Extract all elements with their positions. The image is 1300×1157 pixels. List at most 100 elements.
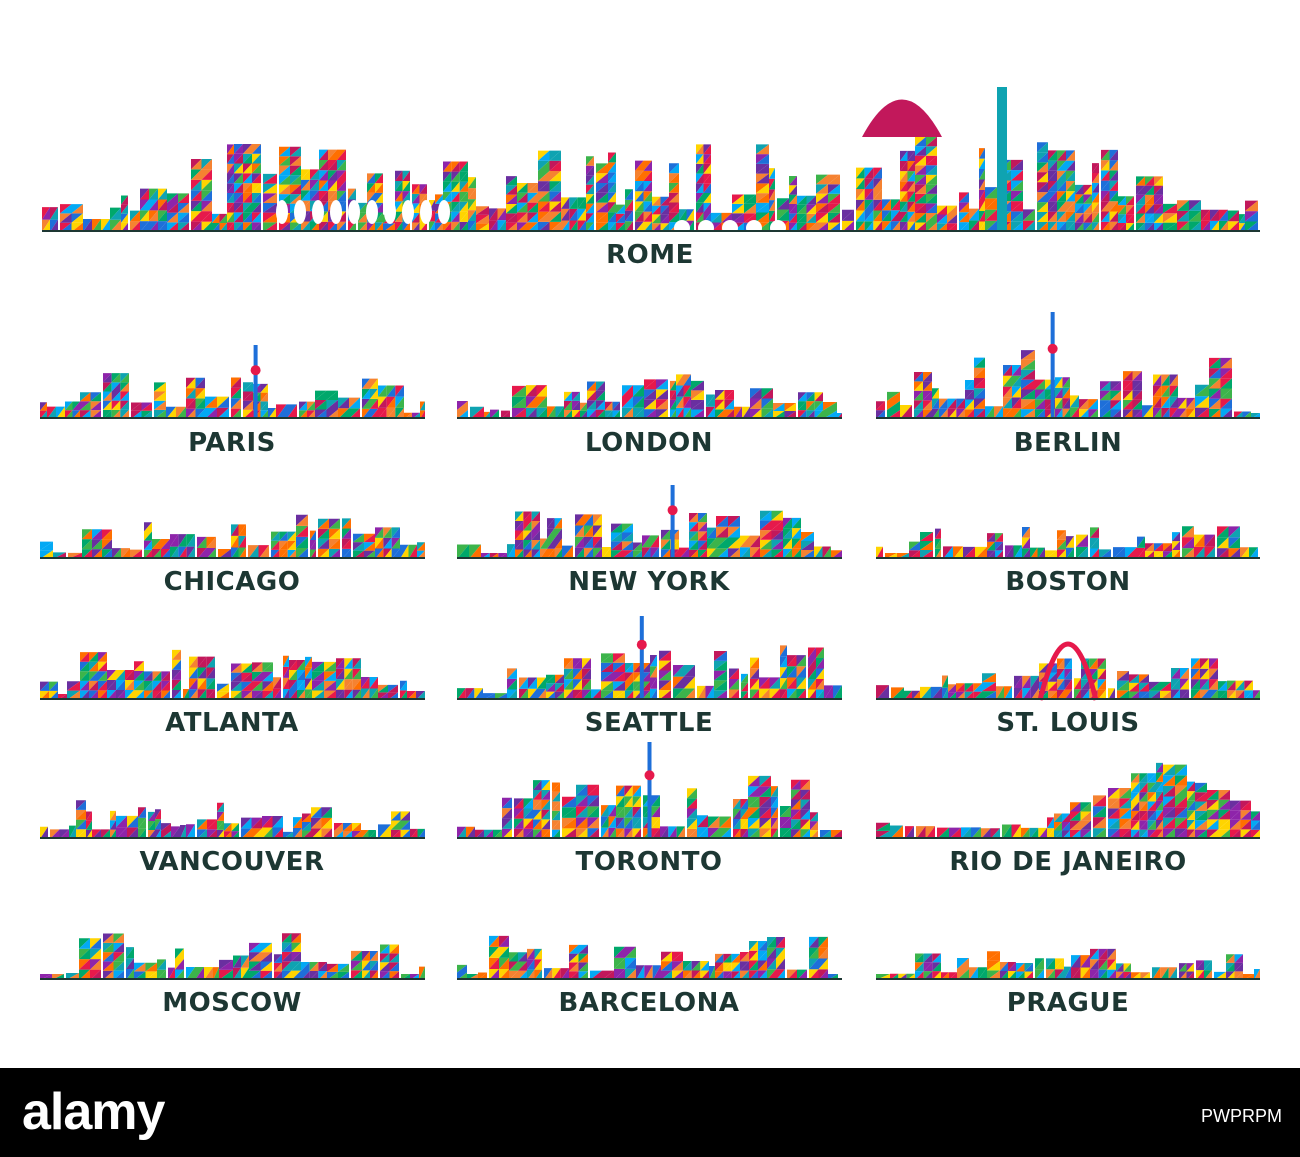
facet <box>1024 971 1033 980</box>
facet <box>527 959 535 970</box>
facet <box>1169 374 1178 386</box>
facet <box>780 667 787 679</box>
facet <box>279 184 290 195</box>
facet <box>780 656 787 668</box>
facet <box>329 528 340 539</box>
facet <box>92 549 102 559</box>
facet <box>887 400 900 410</box>
facet <box>650 547 659 559</box>
facet <box>801 541 814 551</box>
facet <box>749 960 758 971</box>
facet <box>728 516 740 527</box>
facet <box>1228 210 1239 222</box>
facet <box>959 202 969 213</box>
facet <box>1021 350 1035 360</box>
facet <box>1218 799 1230 810</box>
facet <box>1099 549 1111 559</box>
facet <box>1123 371 1133 381</box>
facet <box>271 540 280 550</box>
facet <box>326 400 338 410</box>
facet <box>1147 801 1156 811</box>
skyline-st-louis <box>876 641 1260 701</box>
facet <box>459 211 468 222</box>
facet <box>856 189 865 200</box>
facet <box>1131 773 1140 783</box>
facet <box>1251 829 1260 839</box>
facet <box>310 221 319 232</box>
facet <box>110 207 121 220</box>
facet <box>1154 543 1163 552</box>
facet <box>337 190 346 202</box>
facet <box>219 213 227 223</box>
facet <box>540 538 547 549</box>
facet <box>1145 543 1154 552</box>
facet <box>673 688 684 700</box>
facet <box>624 806 633 818</box>
facet <box>1024 962 1033 972</box>
facet <box>758 960 767 971</box>
facet <box>797 195 807 205</box>
facet <box>234 153 243 164</box>
facet <box>515 511 524 522</box>
facet <box>818 958 828 970</box>
facet <box>1090 548 1099 559</box>
facet <box>154 382 166 392</box>
facet <box>152 680 162 691</box>
facet <box>923 390 932 401</box>
facet <box>809 936 819 948</box>
facet <box>749 941 758 951</box>
facet <box>144 540 152 550</box>
facet <box>923 971 933 980</box>
facet <box>783 517 792 529</box>
facet <box>1182 548 1194 559</box>
facet <box>800 809 810 820</box>
facet <box>342 528 351 539</box>
facet <box>820 829 831 839</box>
facet <box>616 806 625 818</box>
facet <box>1218 690 1227 700</box>
facet <box>687 798 697 809</box>
facet <box>1011 824 1021 839</box>
facet <box>318 528 329 539</box>
facet <box>326 390 338 401</box>
facet <box>279 165 290 176</box>
facet <box>311 817 322 829</box>
facet <box>622 523 633 533</box>
facet <box>189 689 198 700</box>
facet <box>957 957 969 969</box>
facet <box>370 378 378 389</box>
facet <box>828 174 840 185</box>
facet <box>201 221 212 232</box>
facet <box>915 165 926 175</box>
facet <box>370 951 378 961</box>
facet <box>243 153 252 164</box>
facet <box>170 546 179 559</box>
facet <box>231 535 239 548</box>
facet <box>915 222 926 232</box>
facet <box>1187 791 1195 801</box>
facet <box>882 210 891 222</box>
facet <box>326 409 338 419</box>
facet <box>1003 397 1012 409</box>
facet <box>1163 213 1177 223</box>
facet <box>670 409 676 419</box>
facet <box>451 221 460 232</box>
facet <box>191 158 202 170</box>
facet <box>171 826 180 839</box>
facet <box>375 527 384 538</box>
facet <box>90 401 101 411</box>
facet <box>352 679 361 690</box>
facet <box>1187 781 1195 792</box>
facet <box>773 402 785 411</box>
facet <box>224 823 232 832</box>
facet <box>1175 828 1187 839</box>
ground-line <box>876 978 1260 980</box>
facet <box>809 936 819 948</box>
facet <box>780 645 787 657</box>
facet <box>412 193 420 204</box>
facet <box>974 378 985 389</box>
facet <box>796 677 806 689</box>
facet <box>923 962 933 972</box>
facet <box>932 398 939 409</box>
facet <box>887 409 900 419</box>
